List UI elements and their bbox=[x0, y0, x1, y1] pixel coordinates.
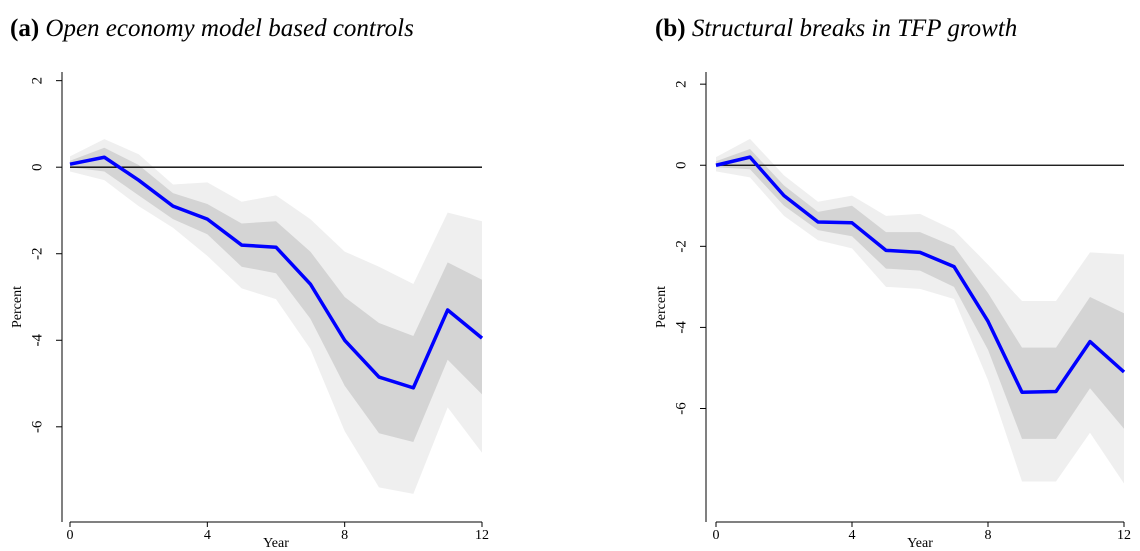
impulse-response-line bbox=[715, 155, 1126, 395]
impulse-response-line bbox=[69, 155, 484, 390]
panel-title: (b) Structural breaks in TFP growth bbox=[655, 15, 1017, 42]
panel-title-text: Open economy model based controls bbox=[45, 15, 413, 42]
y-tick-label: -6 bbox=[29, 420, 45, 433]
y-tick-label: -2 bbox=[29, 247, 45, 260]
y-tick-label: -4 bbox=[673, 321, 689, 334]
x-tick-label: 12 bbox=[475, 528, 489, 543]
y-axis-label: Percent bbox=[10, 286, 25, 328]
panel: (b) Structural breaks in TFP growth -6 -4 -… bbox=[654, 15, 1131, 551]
x-tick-label: 12 bbox=[1117, 528, 1131, 543]
panel-label: (a) bbox=[10, 15, 39, 42]
confidence-band bbox=[70, 147, 482, 442]
y-axis-label: Percent bbox=[654, 286, 669, 328]
x-tick-label: 4 bbox=[204, 528, 211, 543]
x-axis-label: Year bbox=[263, 536, 289, 551]
panel-title-text: Structural breaks in TFP growth bbox=[692, 15, 1017, 42]
y-tick-label: 2 bbox=[673, 80, 689, 88]
x-tick-label: 8 bbox=[985, 528, 992, 543]
x-tick-label: 8 bbox=[341, 528, 348, 543]
x-tick-label: 4 bbox=[849, 528, 856, 543]
y-tick-label: -2 bbox=[673, 240, 689, 253]
panel-title: (a) Open economy model based controls bbox=[10, 15, 414, 42]
y-tick-label: 2 bbox=[29, 77, 45, 85]
confidence-band bbox=[70, 139, 482, 494]
x-tick-label: 0 bbox=[67, 528, 74, 543]
x-axis-label: Year bbox=[907, 536, 933, 551]
y-tick-label: -6 bbox=[673, 402, 689, 415]
x-tick-label: 0 bbox=[713, 528, 720, 543]
y-tick-label: 0 bbox=[673, 161, 689, 169]
panel-label: (b) bbox=[655, 15, 686, 42]
y-tick-label: 0 bbox=[29, 163, 45, 171]
y-tick-label: -4 bbox=[29, 334, 45, 347]
panel: (a) Open economy model based controls -6 -… bbox=[10, 15, 489, 551]
